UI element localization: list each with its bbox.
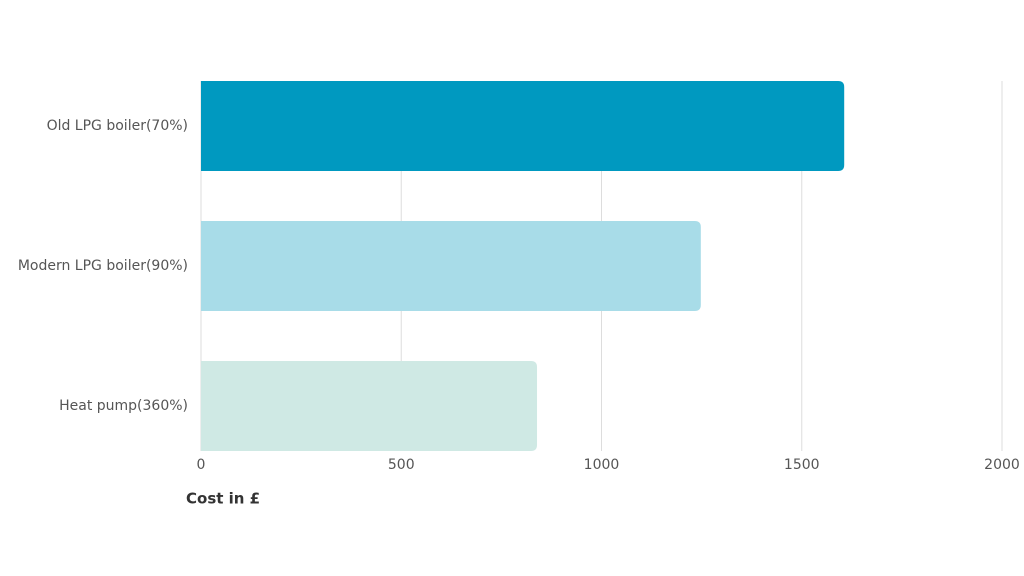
x-tick-label: 500 (388, 457, 415, 473)
x-axis-title: Cost in £ (186, 490, 260, 508)
y-tick-label: Heat pump(360%) (59, 398, 188, 414)
x-tick-label: 1500 (784, 457, 820, 473)
x-tick-label: 1000 (584, 457, 620, 473)
x-tick-label: 0 (197, 457, 206, 473)
y-tick-label: Old LPG boiler(70%) (47, 118, 188, 134)
y-tick-label: Modern LPG boiler(90%) (18, 258, 188, 274)
x-tick-label: 2000 (984, 457, 1020, 473)
bar (201, 361, 538, 451)
bar (201, 81, 845, 171)
bar (201, 221, 701, 311)
